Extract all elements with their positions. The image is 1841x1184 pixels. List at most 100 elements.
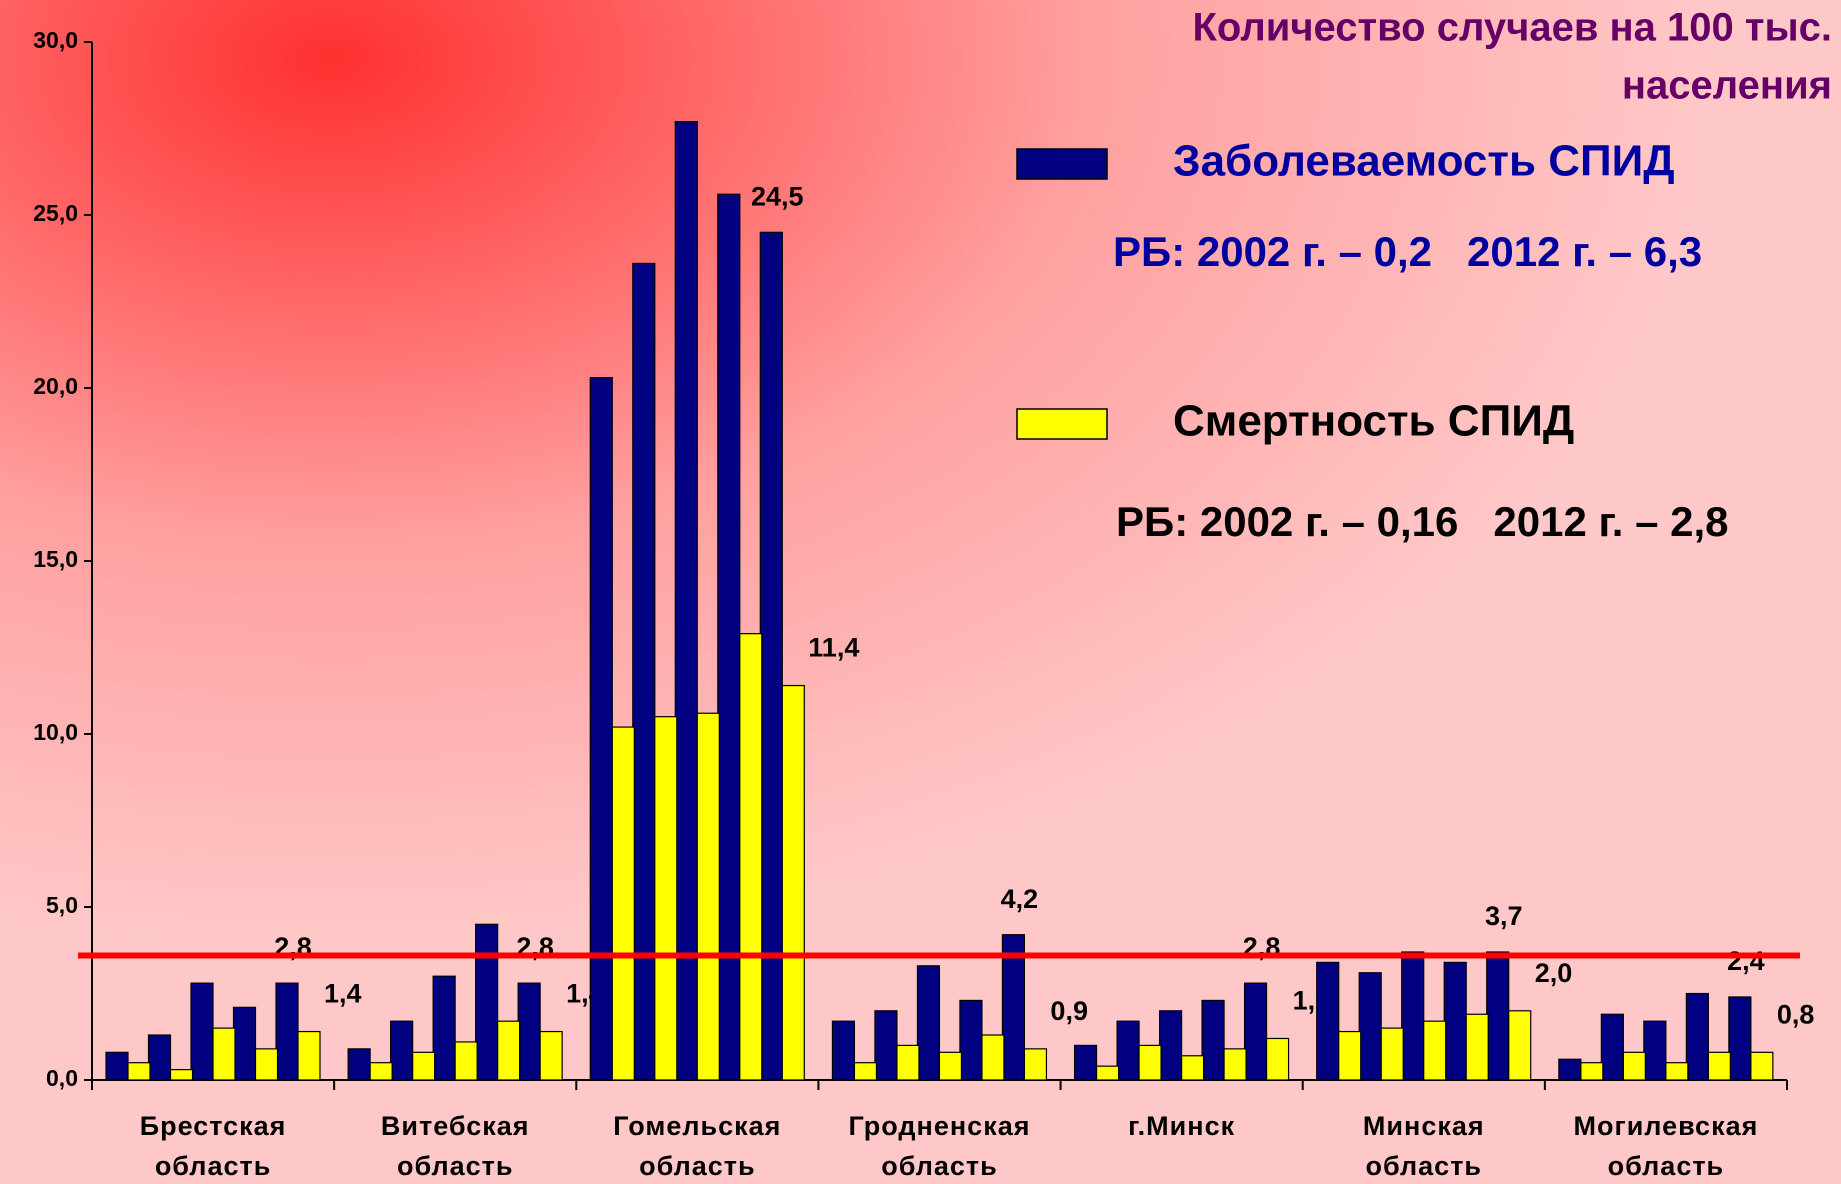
bar [190, 982, 214, 1081]
bar [1138, 1044, 1162, 1081]
bar [589, 377, 613, 1081]
bar [232, 1006, 257, 1081]
bar [1380, 1027, 1404, 1081]
bar [611, 726, 635, 1081]
bar [959, 999, 983, 1081]
bar [654, 716, 678, 1081]
bar [781, 684, 805, 1081]
x-tick-label: Гомельская область [613, 1111, 781, 1181]
bar [632, 262, 656, 1081]
legend-note: РБ: 2002 г. – 0,2 2012 г. – 6,3 [1113, 228, 1702, 275]
bar [916, 965, 941, 1081]
bar [1707, 1051, 1731, 1081]
data-label: 2,0 [1535, 958, 1573, 988]
chart-title: населения [1622, 64, 1832, 108]
bar [981, 1034, 1005, 1081]
bar [1023, 1048, 1048, 1081]
bar [297, 1030, 321, 1081]
bar [105, 1051, 129, 1081]
x-tick-label: Минская область [1363, 1111, 1485, 1181]
bar [853, 1062, 878, 1081]
data-label: 0,9 [1050, 996, 1088, 1026]
x-tick-label: Могилевская область [1573, 1111, 1758, 1181]
y-tick-label: 30,0 [33, 27, 78, 53]
bar [1316, 961, 1340, 1081]
bar [369, 1062, 393, 1081]
bar [1223, 1048, 1247, 1081]
bar [127, 1062, 151, 1081]
bar [1728, 996, 1752, 1081]
x-tick-label: г.Минск [1128, 1111, 1235, 1141]
data-label: 4,2 [1001, 884, 1039, 914]
bar [1358, 972, 1382, 1081]
bar [1622, 1051, 1646, 1081]
x-tick-label: Брестская область [140, 1111, 287, 1181]
bar [1600, 1013, 1624, 1081]
bar [874, 1010, 898, 1081]
bar [539, 1030, 563, 1081]
bar [1443, 961, 1467, 1081]
bar [1201, 999, 1225, 1081]
bar [1750, 1051, 1774, 1081]
y-tick-label: 5,0 [46, 892, 78, 918]
data-label: 0,8 [1777, 999, 1815, 1029]
bar [1338, 1030, 1362, 1081]
y-tick-label: 0,0 [46, 1065, 78, 1091]
bar [1486, 951, 1510, 1081]
bar [1580, 1062, 1604, 1081]
x-tick-label: Гродненская область [849, 1111, 1031, 1181]
data-label: 2,4 [1727, 946, 1765, 976]
bar [475, 923, 499, 1081]
bar [1423, 1020, 1447, 1081]
bar [432, 975, 456, 1081]
bar [1095, 1065, 1120, 1081]
y-tick-label: 20,0 [33, 373, 78, 399]
y-tick-label: 25,0 [33, 200, 78, 226]
bar [938, 1051, 963, 1081]
bar [412, 1051, 436, 1081]
data-label: 24,5 [751, 181, 804, 211]
bar [454, 1041, 478, 1081]
bar [896, 1044, 920, 1081]
legend-label: Смертность СПИД [1173, 397, 1574, 446]
data-label: 11,4 [808, 633, 859, 663]
bar [497, 1020, 521, 1081]
bar [674, 120, 698, 1081]
bar [1643, 1020, 1667, 1081]
bar [147, 1034, 172, 1081]
legend-label: Заболеваемость СПИД [1173, 137, 1675, 186]
bar [739, 633, 763, 1081]
bar [1465, 1013, 1489, 1081]
bar [254, 1048, 279, 1081]
y-tick-label: 15,0 [33, 546, 78, 572]
bar [1073, 1044, 1098, 1081]
legend-swatch [1016, 148, 1108, 180]
y-tick-label: 10,0 [33, 719, 78, 745]
x-tick-label: Витебская область [381, 1111, 530, 1181]
bar [1243, 982, 1268, 1081]
bar [347, 1048, 371, 1081]
bar [831, 1020, 856, 1081]
legend-swatch [1016, 408, 1108, 440]
bar [390, 1020, 414, 1081]
bar [517, 982, 541, 1081]
legend-note: РБ: 2002 г. – 0,16 2012 г. – 2,8 [1116, 498, 1729, 545]
data-label: 1,4 [324, 979, 362, 1009]
bar [1158, 1010, 1183, 1081]
bar [1180, 1055, 1205, 1081]
bar [275, 982, 299, 1081]
bar [1001, 934, 1026, 1081]
bar [696, 712, 720, 1081]
bar [1558, 1058, 1582, 1081]
chart-title: Количество случаев на 100 тыс. [1192, 6, 1832, 50]
bar [1401, 951, 1425, 1081]
bar [169, 1069, 194, 1081]
bar [1685, 992, 1709, 1081]
bar [717, 193, 741, 1081]
bar [1116, 1020, 1140, 1081]
bar [1508, 1010, 1532, 1081]
bar [1665, 1062, 1689, 1081]
bar [1265, 1037, 1290, 1081]
data-label: 3,7 [1485, 901, 1523, 931]
